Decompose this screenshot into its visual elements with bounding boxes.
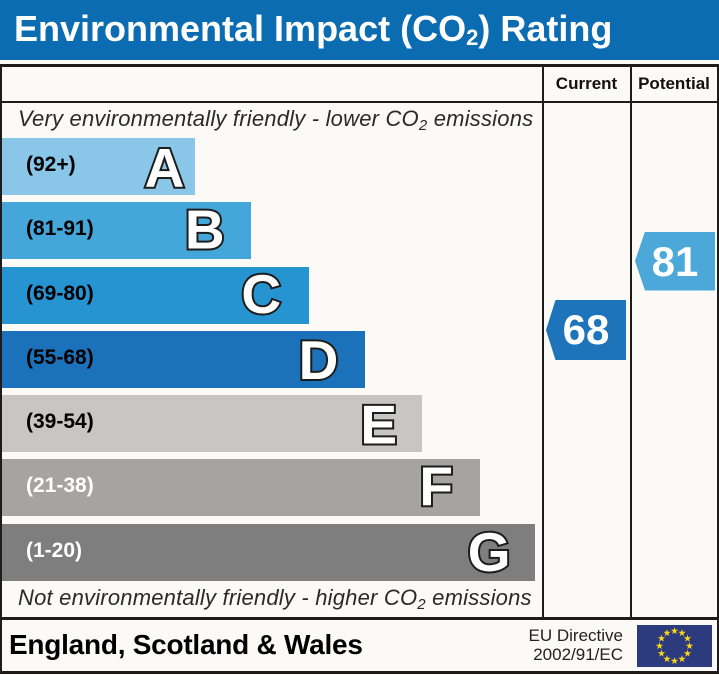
svg-text:F: F — [419, 456, 453, 518]
svg-text:E: E — [360, 394, 397, 456]
svg-text:A: A — [145, 137, 185, 199]
svg-text:D: D — [299, 329, 339, 391]
svg-text:C: C — [241, 263, 281, 325]
svg-text:B: B — [185, 199, 225, 261]
svg-text:G: G — [468, 521, 511, 583]
